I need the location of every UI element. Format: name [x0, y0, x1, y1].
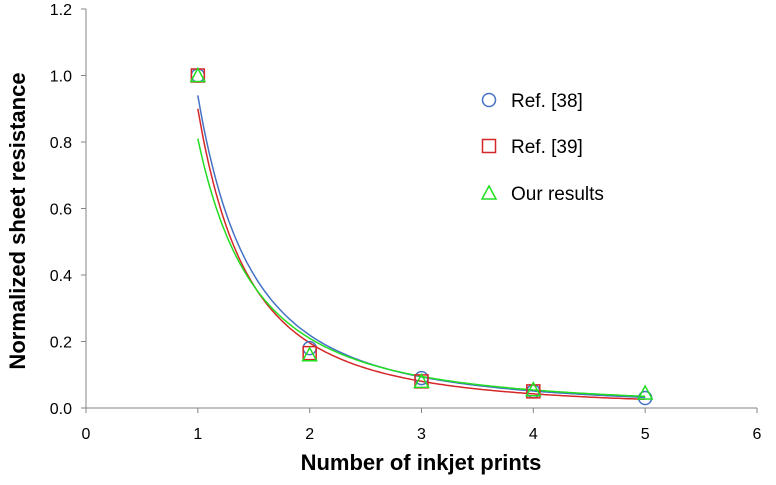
- y-tick-label: 0.2: [50, 335, 72, 352]
- y-tick-label: 0.0: [50, 401, 72, 418]
- data-point-series-3: [525, 381, 542, 397]
- data-point-series-3: [636, 384, 654, 400]
- y-tick-label: 0.6: [50, 202, 72, 219]
- x-axis-title: Number of inkjet prints: [301, 450, 542, 475]
- legend-label-2: Ref. [39]: [511, 137, 583, 158]
- axes: [85, 9, 757, 409]
- legend: Ref. [38] Ref. [39] Our results: [480, 91, 604, 205]
- data-markers: [189, 66, 654, 406]
- y-tick-label: 1.2: [50, 2, 72, 19]
- y-tick-label: 0.8: [50, 135, 72, 152]
- legend-marker-1: [481, 92, 497, 108]
- y-tick-label: 0.4: [50, 268, 72, 285]
- legend-label-3: Our results: [511, 184, 604, 205]
- legend-label-1: Ref. [38]: [511, 91, 583, 112]
- x-tick-label: 3: [417, 426, 426, 443]
- x-tick-label: 5: [641, 426, 650, 443]
- y-tick-label: 1.0: [50, 69, 72, 86]
- fit-curves: [197, 95, 646, 401]
- fit-curve-series-2: [197, 108, 646, 401]
- data-point-series-3: [301, 346, 318, 362]
- x-tick-label: 1: [193, 426, 202, 443]
- data-point-series-2: [526, 384, 541, 399]
- x-tick-label: 0: [82, 426, 91, 443]
- legend-marker-3: [480, 184, 498, 200]
- y-axis-title: Normalized sheet resistance: [5, 72, 30, 369]
- fit-curve-series-3: [197, 138, 646, 398]
- x-tick-label: 4: [529, 426, 538, 443]
- x-tick-label: 2: [305, 426, 314, 443]
- data-point-series-3: [413, 372, 430, 389]
- legend-marker-2: [481, 138, 497, 154]
- data-point-series-3: [189, 66, 207, 83]
- y-ticks: 0.0 0.2 0.4 0.6 0.8 1.0 1.2: [50, 2, 86, 418]
- x-tick-label: 6: [753, 426, 762, 443]
- x-ticks: 0 1 2 3 4 5 6: [82, 408, 762, 443]
